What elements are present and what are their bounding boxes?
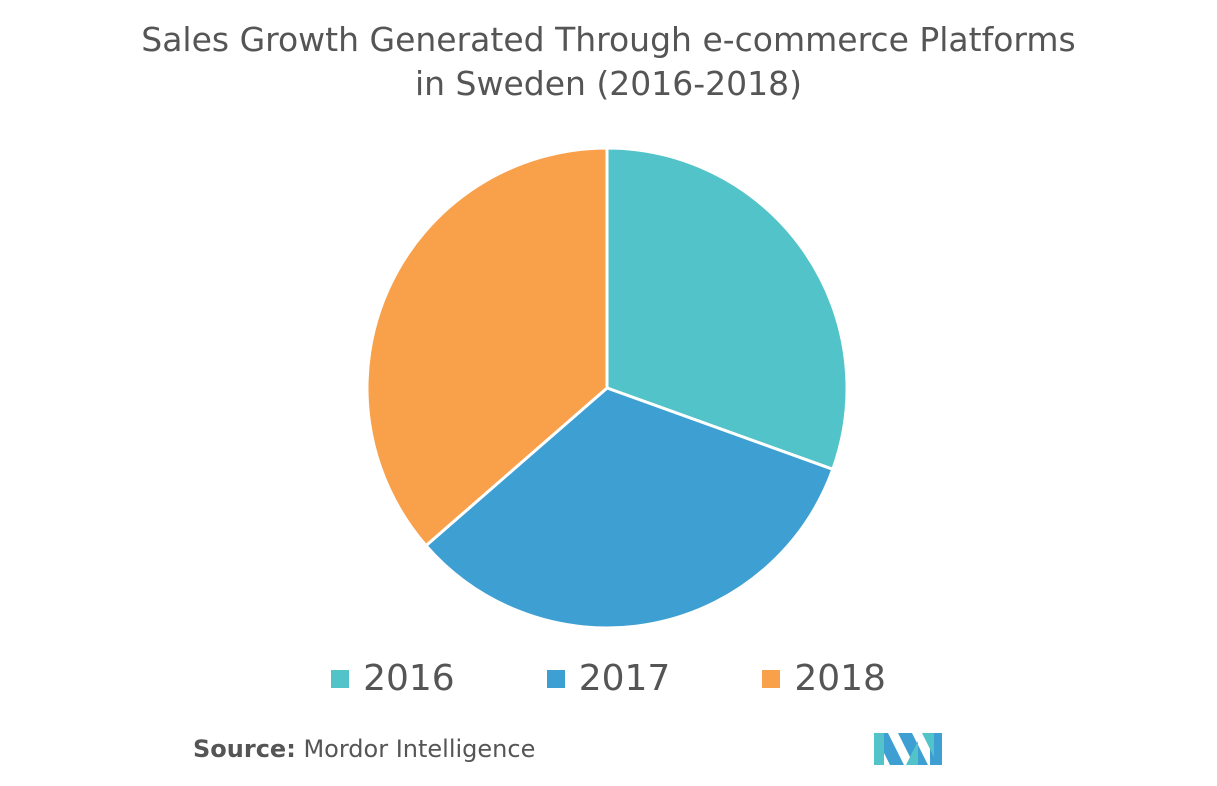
chart-title: Sales Growth Generated Through e-commerc… xyxy=(0,18,1217,106)
source-text: Mordor Intelligence xyxy=(303,735,536,763)
pie-slice-2018 xyxy=(365,146,609,548)
legend-label-2018: 2018 xyxy=(794,658,886,699)
legend-label-2016: 2016 xyxy=(363,658,455,699)
source-label: Source: xyxy=(193,735,296,763)
chart-title-line-2: in Sweden (2016-2018) xyxy=(414,64,803,103)
legend-swatch-2018 xyxy=(762,670,781,688)
mordor-intelligence-logo-icon xyxy=(874,733,942,765)
legend: 2016 2017 2018 xyxy=(0,655,1217,703)
legend-item-2018: 2018 xyxy=(762,655,886,703)
legend-swatch-2016 xyxy=(331,670,350,688)
chart-title-line-1: Sales Growth Generated Through e-commerc… xyxy=(141,20,1076,59)
legend-swatch-2017 xyxy=(546,670,565,688)
pie-slice-2016 xyxy=(605,146,849,471)
legend-item-2017: 2017 xyxy=(546,655,671,703)
pie-slice-2017 xyxy=(424,386,835,630)
source-note: Source: Mordor Intelligence xyxy=(193,733,535,765)
legend-item-2016: 2016 xyxy=(331,655,455,703)
legend-label-2017: 2017 xyxy=(578,658,671,699)
